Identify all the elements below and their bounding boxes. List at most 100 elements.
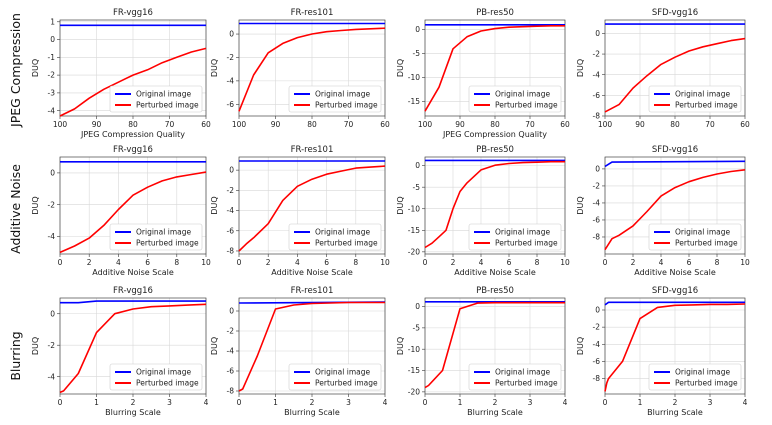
row-label-blurring: Blurring [8,331,23,380]
x-tick-label: 4 [116,258,121,267]
x-tick-label: 3 [708,398,713,407]
perturbed-image-line [59,303,207,394]
y-tick-label: -20 [408,387,420,396]
perturbed-image-line [604,169,746,251]
y-tick-label: -2 [227,327,235,336]
y-tick-label: 0 [50,35,55,44]
subplot-title: SFD-vgg16 [652,145,698,155]
x-axis-label: Additive Noise Scale [454,268,536,277]
y-tick-label: -8 [227,387,235,396]
y-axis-label: DUQ [31,337,40,355]
legend-label-perturbed: Perturbed image [315,379,378,388]
y-axis-label: DUQ [31,59,40,77]
y-tick-label: 0 [595,165,600,174]
original-image-line [604,301,745,306]
subplot-title: PB-res50 [476,145,514,155]
legend-label-perturbed: Perturbed image [495,101,558,110]
legend-label-original: Original image [136,228,191,237]
x-tick-label: 2 [310,398,315,407]
perturbed-image-line [604,37,746,113]
y-tick-label: 0 [50,169,55,178]
y-tick-label: -10 [408,345,420,354]
row-label-noise: Additive Noise [8,164,23,254]
x-tick-label: 100 [232,120,247,129]
x-tick-label: 1 [273,398,278,407]
perturbed-image-line [238,301,385,392]
legend-box [109,363,203,391]
y-tick-label: -15 [408,366,420,375]
x-tick-label: 0 [58,398,63,407]
x-tick-label: 4 [479,258,484,267]
legend-box [109,85,203,113]
y-axis-label: DUQ [576,59,585,77]
x-tick-label: 90 [455,120,465,129]
x-tick-label: 4 [659,258,664,267]
x-tick-label: 2 [266,258,271,267]
x-axis-label: Additive Noise Scale [92,268,174,277]
y-tick-label: -4 [227,206,235,215]
x-axis-label: Blurring Scale [105,408,161,417]
y-tick-label: -20 [408,247,420,256]
x-tick-label: 0 [603,258,608,267]
legend: Original image Perturbed image [468,223,562,251]
plot-frame [59,297,207,395]
x-tick-label: 1 [94,398,99,407]
y-tick-label: -6 [227,367,235,376]
y-axis-label: DUQ [31,196,40,214]
y-tick-label: -2 [48,341,56,350]
legend-label-original: Original image [495,90,550,99]
x-tick-label: 2 [87,258,92,267]
legend-label-original: Original image [675,90,730,99]
y-tick-label: 1 [50,17,55,26]
legend: Original image Perturbed image [288,85,382,113]
y-tick-label: 0 [415,25,420,34]
legend-label-perturbed: Perturbed image [675,239,738,248]
y-tick-label: -6 [227,226,235,235]
legend: Original image Perturbed image [648,85,742,113]
y-tick-label: -2 [48,71,56,80]
x-tick-label: 8 [715,258,720,267]
x-tick-label: 70 [525,120,535,129]
y-tick-label: -3 [48,88,56,97]
x-tick-label: 1 [638,398,643,407]
plot-frame [604,297,746,395]
subplot-6: 0 2 4 6 8 10 0 -2 -4 -6 -8 FR-res101 DUQ Additive Noi… [210,145,390,277]
y-tick-label: -8 [593,374,601,383]
x-tick-label: 2 [493,398,498,407]
x-tick-label: 3 [346,398,351,407]
y-tick-label: -8 [593,233,601,242]
perturbed-image-line [59,171,207,254]
x-tick-label: 70 [705,120,715,129]
y-tick-label: -4 [227,76,235,85]
subplot-4: 100 90 80 70 60 0 -2 -4 -6 -8 SFD-vgg16 DUQ Original… [576,8,750,129]
plot-frame [604,19,746,117]
x-axis-label: JPEG Compression Quality [80,130,185,139]
x-tick-label: 70 [344,120,354,129]
x-tick-label: 10 [560,258,570,267]
subplot-10: 0 1 2 3 4 0 -2 -4 -6 -8 FR-res101 DUQ Blurring Scale… [210,286,388,417]
subplot-title: FR-vgg16 [113,145,153,155]
legend-box [648,85,742,113]
x-tick-label: 100 [53,120,68,129]
y-axis-label: DUQ [396,337,405,355]
legend-label-perturbed: Perturbed image [136,239,199,248]
subplot-title: FR-vgg16 [113,8,153,18]
subplot-2: 100 90 80 70 60 0 -2 -4 -6 FR-res101 DUQ Original i… [210,8,390,129]
y-tick-label: -2 [593,182,601,191]
y-tick-label: 0 [229,166,234,175]
x-tick-label: 6 [324,258,329,267]
legend: Original image Perturbed image [288,363,382,391]
y-axis-label: DUQ [396,59,405,77]
x-tick-label: 6 [507,258,512,267]
legend: Original image Perturbed image [288,223,382,251]
y-tick-label: -4 [593,340,601,349]
x-tick-label: 8 [535,258,540,267]
subplot-title: FR-res101 [291,8,334,18]
subplot-9: 0 1 2 3 4 0 -2 -4 FR-vgg16 DUQ Blurring Scale Origi… [31,286,209,417]
legend-label-original: Original image [136,368,191,377]
x-axis-label: Blurring Scale [284,408,340,417]
legend-label-original: Original image [136,90,191,99]
subplot-title: FR-res101 [291,286,334,296]
perturbed-image-line [424,24,565,112]
legend-label-original: Original image [315,228,370,237]
